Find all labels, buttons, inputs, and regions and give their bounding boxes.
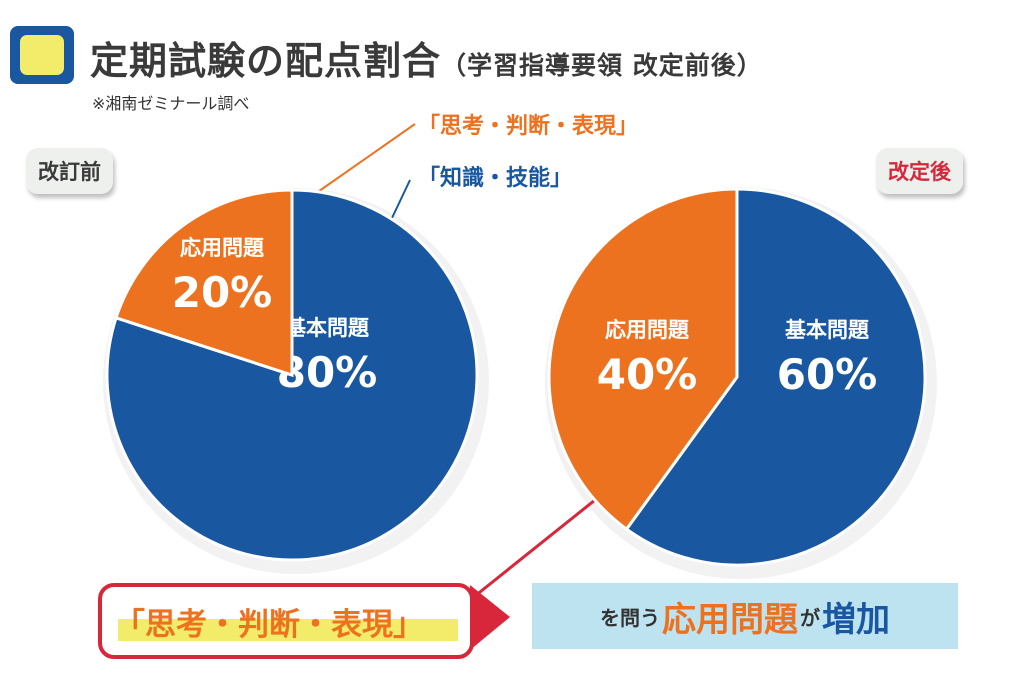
title-square-icon [10, 26, 74, 84]
arrow-icon [470, 585, 510, 650]
slice-value: 40% [597, 350, 698, 399]
result-banner: を問う 応用問題 が 増加 [532, 583, 958, 649]
pie-slice-after-1 [547, 187, 739, 532]
pie-slice-before-1 [114, 188, 294, 378]
source-note: ※湘南ゼミナール調べ [92, 94, 250, 113]
result-orange: 応用問題 [662, 599, 798, 640]
title-main: 定期試験の配点割合 [90, 39, 442, 83]
slice-label: 基本問題 [285, 316, 370, 340]
leader-line-blue [391, 179, 411, 219]
title-subtitle: （学習指導要領 改定前後） [441, 51, 763, 80]
legend-orange: 「思考・判断・表現」 [418, 114, 639, 139]
slice-value: 60% [777, 350, 878, 399]
highlight [118, 619, 458, 641]
page-title: 定期試験の配点割合（学習指導要領 改定前後） [90, 30, 763, 85]
slice-value: 20% [172, 268, 273, 317]
slice-label: 応用問題 [180, 236, 265, 260]
slice-label: 応用問題 [605, 318, 690, 342]
result-pre: を問う [600, 605, 660, 630]
slice-label: 基本問題 [785, 318, 870, 342]
result-mid: が [800, 605, 820, 630]
pie-slice-after-0 [624, 187, 927, 567]
callout-box: 「思考・判断・表現」 [98, 583, 474, 659]
legend-blue: 「知識・技能」 [418, 166, 573, 191]
result-blue: 増加 [822, 599, 890, 640]
after-label: 改定後 [876, 148, 963, 194]
before-label: 改訂前 [26, 148, 113, 194]
callout-text: 「思考・判断・表現」 [114, 607, 424, 643]
